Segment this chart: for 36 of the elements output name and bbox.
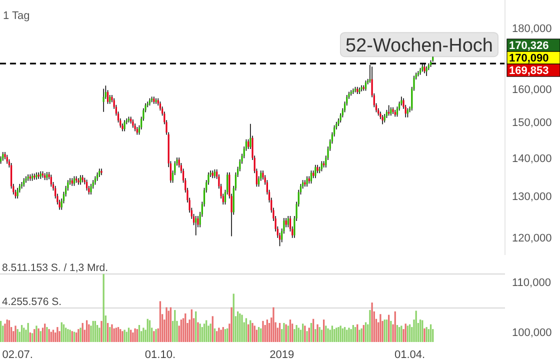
candlestick [262, 170, 264, 180]
candlestick [406, 108, 409, 118]
candlestick [382, 114, 384, 125]
ref-line-label: 4.255.576 S. [2, 296, 62, 308]
x-tick-label: 01.10. [144, 348, 176, 361]
y-tick-label: 160,000 [512, 84, 552, 96]
y-tick-label: 130,000 [512, 191, 552, 204]
text: 110,000 [512, 277, 551, 289]
candlestick [102, 88, 104, 112]
price-tag: 169,853 [506, 64, 560, 77]
candlestick [50, 174, 52, 188]
candlestick [124, 120, 126, 132]
y-tick-label: 140,000 [512, 152, 552, 165]
candlestick [73, 176, 76, 186]
y-tick-label: 120,000 [512, 232, 552, 244]
ref-line-label: 8.511.153 S. / 1,3 Mrd. [2, 262, 108, 274]
price-tag: 170,326 [506, 38, 560, 52]
candlestick [34, 173, 36, 180]
candlestick [80, 174, 82, 186]
candlestick [90, 184, 92, 195]
y-tick-label: 180,000 [512, 22, 552, 35]
candlestick [364, 80, 367, 92]
candlestick [106, 90, 109, 104]
candlestick [426, 66, 428, 76]
x-tick-label: 01.04. [394, 348, 426, 361]
text: 100,000 [512, 327, 552, 339]
price-tag: 170,090 [506, 51, 560, 64]
candlestick [306, 176, 308, 188]
annotation: 1 Tag [3, 10, 30, 22]
legend-label: 52-Wochen-Hoch [345, 36, 493, 57]
x-tick-label: 2019 [270, 348, 294, 361]
y-tick-label: 150,000 [512, 117, 552, 130]
x-tick-label: 02.07. [2, 348, 33, 361]
candlestick [25, 176, 27, 184]
candlestick [16, 187, 18, 199]
candlestick [314, 164, 316, 179]
